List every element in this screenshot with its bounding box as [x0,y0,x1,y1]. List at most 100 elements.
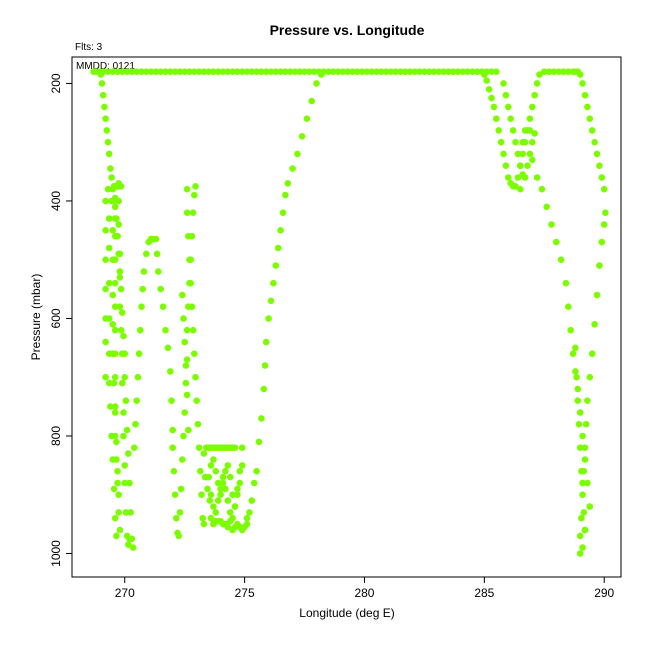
data-point [194,420,202,428]
data-point [121,479,128,487]
data-point [102,197,109,205]
data-point [392,68,399,75]
data-point [164,344,172,352]
chart-subtitle: Flts: 3 [75,42,103,53]
data-point [181,338,188,346]
data-point [119,68,126,75]
data-point [207,462,215,469]
data-point [214,68,222,75]
data-point [224,68,232,75]
data-point [105,379,113,387]
data-point [179,456,186,463]
data-point [253,467,260,475]
data-point [310,68,318,75]
data-point [169,444,176,452]
plot-frame [71,56,622,578]
x-axis-ticks: 270 275 280 285 290 [115,577,615,600]
x-tick-label: 275 [235,586,255,600]
data-point [110,379,118,387]
data-point [411,68,419,75]
data-point [115,221,122,228]
y-axis-label: Pressure (mbar) [29,274,43,361]
data-point [313,80,320,87]
data-point [219,473,227,481]
data-point [123,68,131,75]
data-point [121,373,128,381]
data-point [425,68,433,75]
data-point [519,150,526,158]
data-point [111,373,119,381]
data-point [481,71,488,78]
data-point [529,156,536,164]
data-point [121,462,128,469]
data-point [116,303,124,311]
data-point [128,68,136,75]
data-point [401,68,409,75]
data-point [576,71,584,78]
data-point [493,115,500,122]
data-point [109,291,117,299]
data-point [139,285,146,293]
data-point [114,467,121,475]
data-point [111,326,119,334]
data-point [185,232,192,240]
data-point [175,532,182,540]
data-point [579,491,586,499]
y-tick-label: 600 [49,308,63,328]
data-point [103,127,111,134]
data-point [131,444,138,452]
data-point [555,68,562,75]
data-point [500,80,507,87]
data-point [248,68,256,75]
data-point [168,397,175,405]
data-point [238,68,246,75]
data-point [521,174,529,181]
data-point [330,68,337,75]
data-point [495,127,503,134]
data-point [126,535,133,543]
data-point [207,491,215,499]
data-point [111,514,119,522]
data-point [127,509,134,516]
data-point [217,485,224,493]
data-point [294,150,301,158]
data-point [162,68,169,75]
data-point [109,68,117,75]
data-point [133,397,140,405]
data-point [226,509,234,516]
data-point [557,256,565,264]
data-point [102,256,109,264]
data-point [406,68,414,75]
x-axis-label: Longitude (deg E) [299,606,394,620]
data-point [545,68,553,75]
data-point [229,491,236,499]
annotation-label: MMDD: 0121 [76,61,135,72]
data-point [488,68,495,75]
data-point [111,303,119,311]
data-point [234,491,241,499]
data-point [108,432,115,440]
data-point [102,227,109,234]
data-point [349,68,356,75]
data-point [325,68,332,75]
data-point [565,303,572,311]
data-point [116,526,124,534]
data-point [125,541,132,548]
data-point [536,71,543,78]
data-point [157,68,164,75]
data-point [473,68,481,75]
x-tick-label: 270 [115,586,135,600]
data-point [517,162,524,169]
data-point [272,68,280,75]
data-point [258,68,265,75]
data-point [212,467,220,475]
data-point [572,368,579,375]
data-point [354,68,361,75]
data-point [521,127,529,134]
data-point [210,68,217,75]
data-point [576,409,584,416]
data-point [445,68,452,75]
data-point [543,203,550,211]
data-point [114,479,121,487]
data-point [579,544,586,551]
